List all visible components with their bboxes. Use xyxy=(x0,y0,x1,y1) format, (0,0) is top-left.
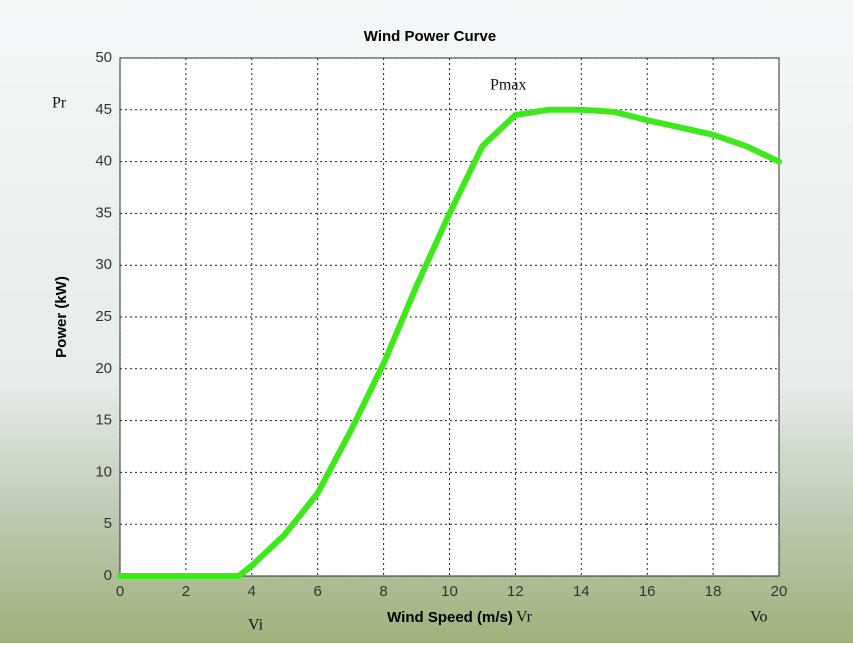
annotation: Vo xyxy=(750,609,768,626)
y-tick-label: 20 xyxy=(95,360,112,377)
y-tick-label: 10 xyxy=(95,463,112,480)
x-tick-label: 8 xyxy=(379,583,387,600)
y-tick-label: 0 xyxy=(104,567,112,584)
x-tick-label: 6 xyxy=(314,583,322,600)
annotation: Vr xyxy=(516,609,533,626)
x-tick-label: 0 xyxy=(116,583,124,600)
x-tick-label: 18 xyxy=(705,583,722,600)
annotation: Pmax xyxy=(490,77,526,94)
y-tick-label: 40 xyxy=(95,153,112,170)
y-tick-label: 45 xyxy=(95,101,112,118)
y-tick-label: 5 xyxy=(104,515,112,532)
x-tick-label: 4 xyxy=(248,583,256,600)
y-tick-label: 25 xyxy=(95,308,112,325)
annotation: Vi xyxy=(248,617,264,634)
x-axis-label: Wind Speed (m/s) xyxy=(387,609,513,626)
annotation: Pr xyxy=(52,95,67,112)
x-tick-label: 14 xyxy=(573,583,590,600)
x-tick-label: 20 xyxy=(771,583,788,600)
x-tick-label: 16 xyxy=(639,583,656,600)
x-tick-label: 2 xyxy=(182,583,190,600)
data-line xyxy=(117,106,782,579)
y-tick-label: 35 xyxy=(95,204,112,221)
x-tick-label: 10 xyxy=(441,583,458,600)
y-axis-label: Power (kW) xyxy=(53,276,70,358)
y-tick-label: 50 xyxy=(95,49,112,66)
y-tick-label: 30 xyxy=(95,256,112,273)
x-tick-label: 12 xyxy=(507,583,524,600)
y-tick-label: 15 xyxy=(95,412,112,429)
chart-title: Wind Power Curve xyxy=(364,28,496,45)
